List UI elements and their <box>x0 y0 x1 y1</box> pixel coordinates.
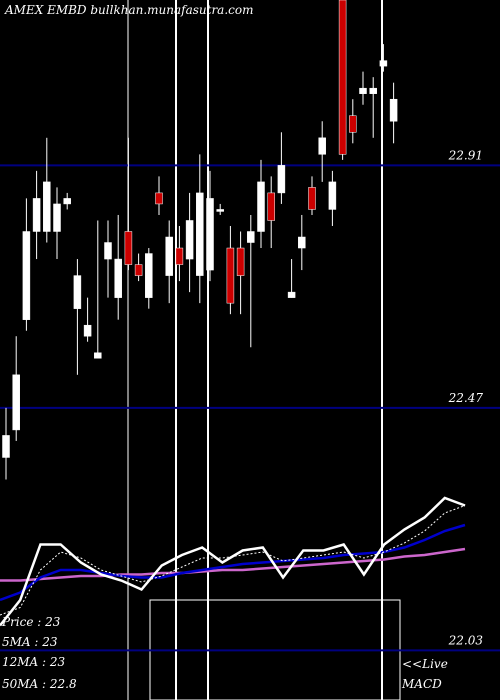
candle-body <box>165 236 173 276</box>
indicator-label: Price : 23 <box>1 615 61 629</box>
candle-body <box>328 181 337 210</box>
candle-body <box>12 374 20 431</box>
candle-body <box>185 220 194 260</box>
candle-body <box>318 137 326 155</box>
candle-body <box>53 203 61 232</box>
candle-body <box>175 247 184 265</box>
candle-body <box>73 275 82 309</box>
candle-body <box>338 0 347 155</box>
candle-body <box>369 87 377 94</box>
candle-body <box>104 242 112 260</box>
indicator-line <box>0 523 466 602</box>
candle-body <box>216 209 224 212</box>
candle-body <box>22 231 31 320</box>
candle-body <box>379 60 388 67</box>
candle-body <box>32 198 41 232</box>
candle-body <box>359 87 367 94</box>
candle-body <box>298 236 306 249</box>
candle-body <box>257 181 265 232</box>
indicator-label: MACD <box>401 677 442 691</box>
candle-body <box>389 98 398 122</box>
candle-body <box>349 115 357 133</box>
candle-body <box>145 253 153 298</box>
candle-body <box>83 324 92 337</box>
candle-body <box>226 247 235 304</box>
y-tick-label: 22.47 <box>448 391 484 405</box>
candle-body <box>236 247 245 276</box>
candle-body <box>2 435 10 458</box>
candle-body <box>124 231 133 265</box>
candle-body <box>155 192 163 205</box>
candle-body <box>63 198 71 205</box>
indicator-label: 50MA : 22.8 <box>2 677 77 691</box>
candle-body <box>196 192 204 276</box>
candle-body <box>277 165 286 194</box>
candle-body <box>247 231 255 243</box>
candle-body <box>114 258 122 298</box>
candle-body <box>94 352 102 359</box>
candle-body <box>206 198 214 271</box>
candle-body <box>287 291 296 298</box>
indicator-label: 5MA : 23 <box>2 635 58 649</box>
candle-body <box>267 192 275 221</box>
indicator-line <box>0 496 466 627</box>
candle-body <box>134 264 143 276</box>
y-tick-label: 22.91 <box>448 148 483 162</box>
chart-title: AMEX EMBD bullkhan.munafasutra.com <box>4 3 253 17</box>
indicator-line <box>0 547 466 582</box>
candle-body <box>43 181 51 232</box>
y-tick-label: 22.03 <box>448 633 484 647</box>
candle-body <box>308 187 316 210</box>
indicator-label: <<Live <box>402 657 448 671</box>
indicator-label: 12MA : 23 <box>2 655 66 669</box>
